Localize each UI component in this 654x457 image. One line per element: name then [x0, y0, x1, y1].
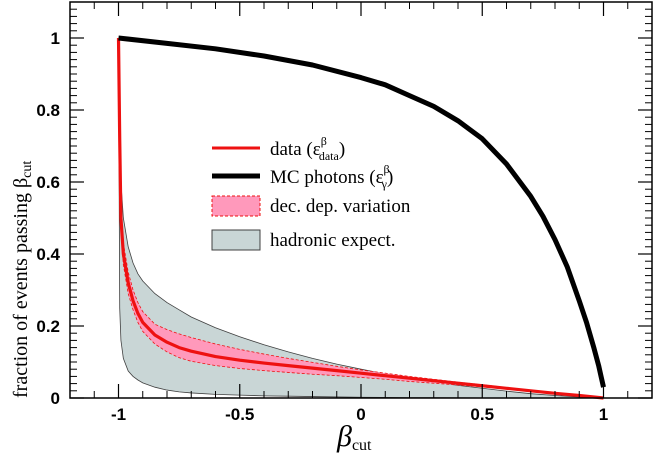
legend-label-mc-photons: MC photons (εβ γ) [270, 162, 393, 191]
legend-label-dec-dep-variation: dec. dep. variation [270, 196, 411, 217]
legend: data (εβ data) MC photons (εβ γ) dec. dep.… [211, 134, 411, 251]
line-data [116, 37, 604, 400]
y-tick-label: 0.4 [36, 245, 60, 264]
line-mc-photons [118, 35, 606, 388]
x-tick-label: -0.5 [225, 405, 254, 424]
x-tick-label: -1 [111, 405, 126, 424]
x-tick-label: 1 [599, 405, 608, 424]
y-tick-label: 0.6 [36, 173, 60, 192]
y-tick-label: 0 [51, 389, 60, 408]
x-axis-title: βcut [336, 420, 372, 454]
x-tick-label: 0 [356, 405, 365, 424]
legend-label-data: data (εβ data) [270, 134, 345, 163]
legend-swatch-dec-dep-variation [211, 195, 261, 217]
y-tick-label: 0.8 [36, 101, 60, 120]
y-tick-label: 0.2 [36, 317, 60, 336]
x-tick-label: 0.5 [470, 405, 494, 424]
legend-swatch-hadronic-expect [211, 229, 261, 251]
legend-label-hadronic-expect: hadronic expect. [270, 230, 396, 251]
y-tick-label: 1 [51, 29, 60, 48]
y-axis-title: fraction of events passing βcut [10, 161, 35, 398]
